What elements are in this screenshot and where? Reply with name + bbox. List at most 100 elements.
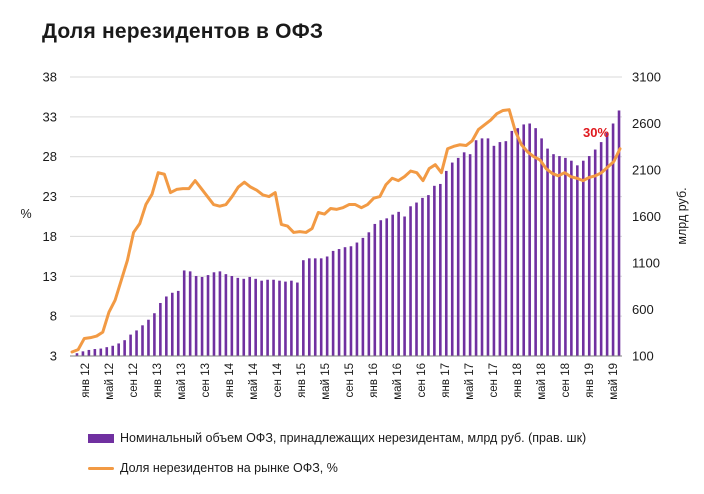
- bar: [236, 277, 240, 356]
- x-tick-label: янв 14: [224, 362, 236, 397]
- bar: [319, 258, 323, 356]
- right-tick-label: 1600: [632, 209, 661, 224]
- bar: [540, 138, 543, 356]
- bar: [206, 275, 210, 356]
- left-tick-label: 18: [43, 229, 57, 244]
- bar: [468, 154, 472, 356]
- bar: [194, 276, 198, 356]
- bar: [355, 242, 359, 356]
- bar: [534, 128, 537, 356]
- left-tick-label: 3: [50, 349, 57, 364]
- bar: [427, 195, 430, 356]
- bar: [313, 258, 317, 356]
- bar: [260, 280, 263, 356]
- x-tick-label: янв 18: [512, 363, 524, 398]
- bar: [599, 142, 603, 356]
- bar: [349, 246, 353, 356]
- x-tick-label: янв 16: [368, 363, 380, 398]
- bar: [587, 156, 591, 356]
- right-tick-label: 1100: [632, 256, 660, 271]
- bar: [444, 170, 448, 356]
- bar: [188, 271, 192, 356]
- left-tick-label: 23: [43, 189, 57, 204]
- bar: [486, 138, 490, 356]
- bar: [141, 325, 144, 356]
- right-tick-label: 2600: [632, 116, 661, 131]
- share-line: [70, 108, 622, 354]
- x-tick-label: сен 13: [200, 363, 212, 397]
- bar: [462, 152, 466, 356]
- x-tick-label: сен 12: [128, 363, 140, 397]
- x-tick-label: сен 15: [344, 363, 356, 397]
- legend-swatch-line: [88, 466, 114, 470]
- left-tick-label: 38: [43, 70, 57, 85]
- left-tick-label: 28: [43, 149, 57, 164]
- bar: [450, 162, 454, 356]
- bar: [218, 271, 222, 356]
- bar: [480, 138, 484, 356]
- bar: [570, 160, 573, 356]
- line-series: [70, 108, 622, 354]
- bar: [87, 349, 91, 356]
- bar: [123, 340, 126, 356]
- bar: [170, 292, 174, 356]
- chart-title: Доля нерезидентов в ОФЗ: [42, 20, 324, 43]
- legend-item-line: Доля нерезидентов на рынке ОФЗ, %: [88, 461, 338, 475]
- bar: [421, 197, 424, 356]
- bar: [611, 123, 615, 356]
- left-axis-label: %: [20, 207, 31, 221]
- bar: [528, 123, 531, 356]
- bar: [552, 154, 555, 356]
- legend-label-bars: Номинальный объем ОФЗ, принадлежащих нер…: [120, 431, 587, 445]
- bar: [105, 347, 109, 356]
- bar: [75, 353, 79, 356]
- right-tick-label: 600: [632, 302, 654, 317]
- bar: [117, 343, 120, 356]
- right-tick-label: 2100: [632, 163, 661, 178]
- x-tick-label: сен 14: [272, 362, 284, 397]
- bar: [159, 302, 162, 356]
- bar: [343, 247, 347, 356]
- bar: [456, 157, 460, 356]
- bar: [272, 279, 275, 356]
- bar: [605, 132, 609, 356]
- bar: [93, 349, 97, 356]
- bar: [385, 218, 389, 356]
- bar: [290, 280, 293, 356]
- x-tick-label: май 16: [392, 363, 404, 400]
- bar: [302, 260, 305, 356]
- bar: [296, 282, 299, 356]
- x-tick-label: янв 12: [80, 363, 92, 398]
- x-tick-label: янв 17: [440, 363, 452, 398]
- x-tick-label: май 15: [320, 363, 332, 400]
- bar: [182, 270, 186, 356]
- bar: [337, 249, 341, 356]
- legend-label-line: Доля нерезидентов на рынке ОФЗ, %: [120, 461, 338, 475]
- right-axis-label: млрд руб.: [675, 187, 689, 244]
- legend-swatch-bars: [88, 433, 114, 443]
- bar: [558, 156, 561, 356]
- bar: [617, 110, 621, 356]
- left-tick-label: 13: [43, 269, 57, 284]
- bar: [331, 250, 335, 356]
- bar: [200, 276, 204, 356]
- right-tick-label: 3100: [632, 70, 661, 85]
- bar: [307, 258, 311, 356]
- bar: [325, 256, 329, 356]
- left-tick-label: 33: [43, 109, 57, 124]
- x-tick-label: сен 17: [488, 363, 500, 397]
- left-tick-label: 8: [50, 309, 57, 324]
- x-tick-label: май 13: [176, 363, 188, 400]
- bar: [439, 183, 442, 356]
- bar: [492, 145, 496, 356]
- bar: [129, 334, 132, 356]
- bar: [284, 281, 287, 356]
- bar: [367, 232, 371, 356]
- bar: [111, 345, 115, 356]
- bar: [81, 351, 85, 356]
- bar: [474, 140, 478, 356]
- bar: [564, 157, 567, 356]
- bar: [433, 185, 436, 356]
- bar: [409, 206, 412, 356]
- bar: [593, 149, 597, 356]
